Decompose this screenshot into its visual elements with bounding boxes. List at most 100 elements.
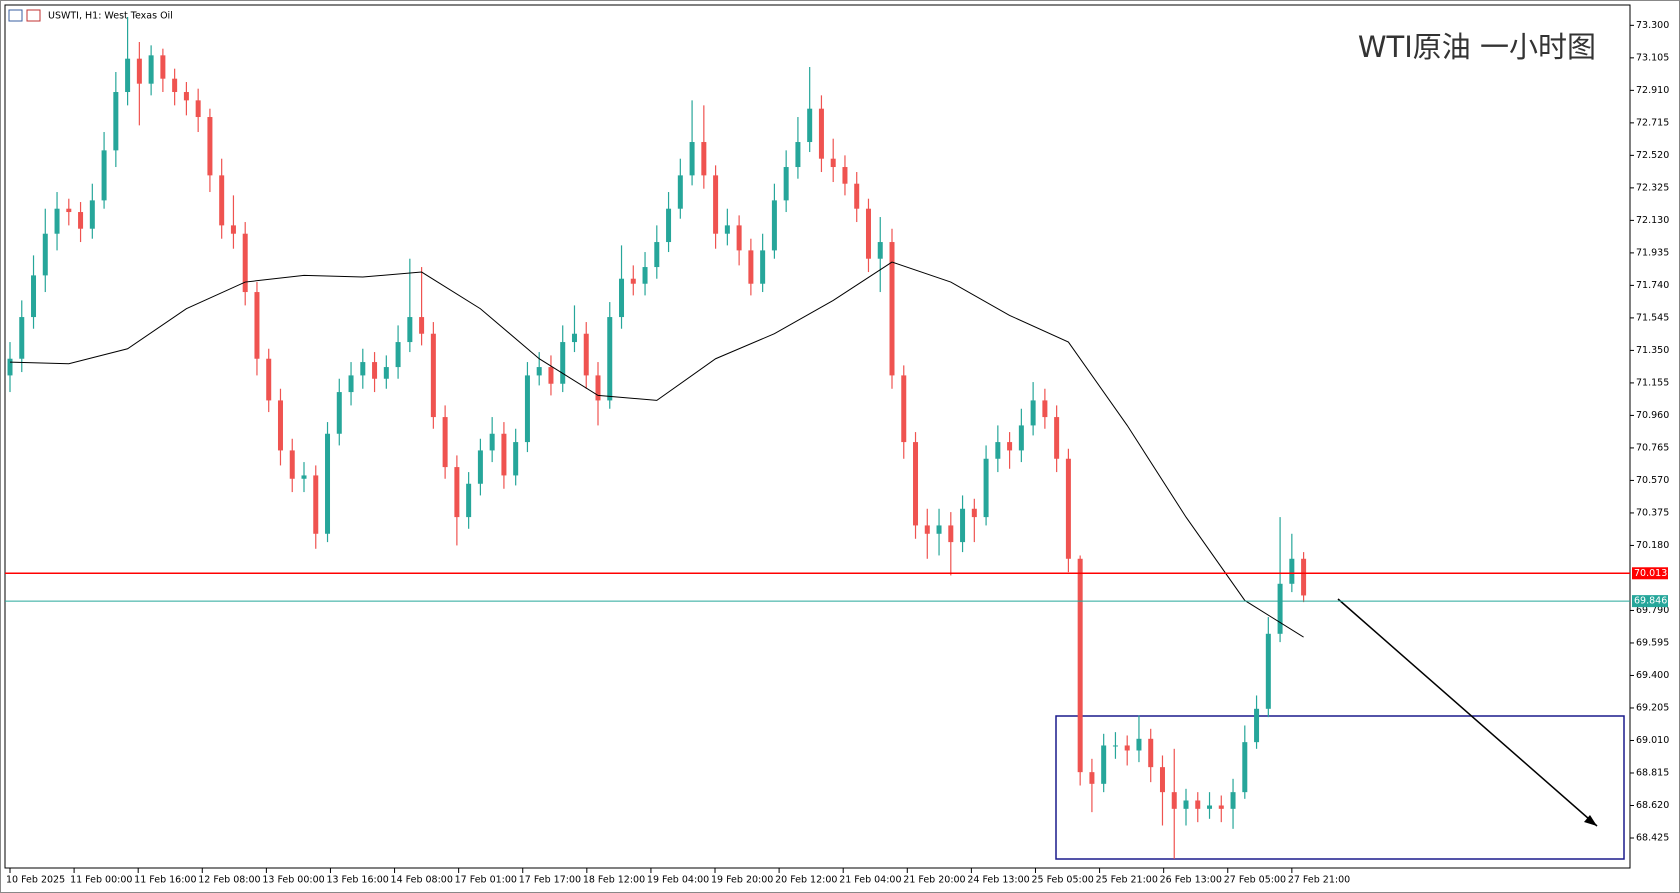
candle-body: [889, 242, 895, 376]
candle-body: [219, 175, 225, 226]
y-tick-label: 73.300: [1636, 20, 1669, 31]
x-tick-label: 24 Feb 13:00: [967, 875, 1029, 886]
candle-body: [477, 450, 483, 484]
candle-body: [983, 458, 989, 518]
candle-body: [630, 278, 636, 284]
chart-title: USWTI, H1: West Texas Oil: [48, 11, 173, 22]
candle-body: [395, 342, 401, 368]
candle-body: [595, 375, 601, 401]
candle-body: [1242, 742, 1248, 793]
price-level-label: 69.846: [1634, 596, 1667, 607]
candle-body: [1289, 558, 1295, 584]
x-tick-label: 26 Feb 13:00: [1160, 875, 1222, 886]
candle-body: [948, 525, 954, 543]
y-tick-label: 69.010: [1636, 735, 1669, 746]
y-tick-label: 69.790: [1636, 605, 1669, 616]
candle-body: [842, 167, 848, 184]
candle-body: [125, 58, 131, 93]
x-tick-label: 12 Feb 08:00: [198, 875, 260, 886]
y-tick-label: 70.375: [1636, 507, 1669, 518]
candle-body: [1148, 738, 1154, 768]
candle-body: [1101, 745, 1107, 784]
candle-body: [1030, 400, 1036, 426]
candle-body: [583, 333, 589, 376]
candle-body: [936, 525, 942, 534]
candle-body: [1124, 745, 1130, 751]
candle-body: [619, 278, 625, 318]
candle-body: [877, 242, 883, 259]
candle-body: [654, 242, 660, 268]
y-tick-label: 68.620: [1636, 800, 1669, 811]
candle-body: [854, 183, 860, 209]
candle-body: [1230, 792, 1236, 809]
candle-body: [1159, 767, 1165, 793]
x-tick-label: 21 Feb 04:00: [839, 875, 901, 886]
candle-body: [560, 342, 566, 384]
candle-body: [407, 317, 413, 343]
y-tick-label: 68.425: [1636, 832, 1669, 843]
candle-body: [771, 200, 777, 251]
candle-body: [31, 275, 37, 318]
candle-body: [513, 442, 519, 476]
candle-body: [642, 267, 648, 284]
y-tick-label: 73.105: [1636, 52, 1669, 63]
candle-body: [1218, 805, 1224, 809]
y-tick-label: 72.520: [1636, 150, 1669, 161]
candle-body: [101, 150, 107, 201]
x-tick-label: 21 Feb 20:00: [903, 875, 965, 886]
y-tick-label: 70.960: [1636, 410, 1669, 421]
candle-body: [760, 250, 766, 284]
x-tick-label: 17 Feb 01:00: [455, 875, 517, 886]
y-tick-label: 70.180: [1636, 540, 1669, 551]
candle-body: [1301, 558, 1307, 596]
candle-body: [1265, 633, 1271, 709]
price-level-box: [1632, 595, 1668, 608]
candle-body: [818, 108, 824, 159]
y-tick-label: 71.740: [1636, 280, 1669, 291]
price-level-box: [1632, 567, 1668, 580]
candle-body: [230, 225, 236, 234]
candle-body: [1254, 708, 1260, 743]
candle-body: [1136, 738, 1142, 751]
candle-body: [466, 483, 472, 518]
y-tick-label: 71.935: [1636, 247, 1669, 258]
candle-body: [136, 58, 142, 84]
candle-body: [454, 467, 460, 518]
candle-body: [54, 208, 60, 234]
candle-body: [195, 100, 201, 118]
candle-body: [1042, 400, 1048, 418]
x-tick-label: 13 Feb 16:00: [326, 875, 388, 886]
annotation: WTI原油 一小时图: [1358, 30, 1596, 64]
candle-body: [1195, 800, 1201, 809]
x-tick-label: 19 Feb 20:00: [711, 875, 773, 886]
zone-box: [1055, 715, 1625, 860]
candle-body: [1054, 417, 1060, 459]
candle-body: [1277, 583, 1283, 634]
candle-body: [348, 375, 354, 393]
candle-body: [865, 208, 871, 259]
candle-body: [266, 358, 272, 401]
candle-body: [960, 508, 966, 543]
candle-body: [913, 442, 919, 526]
candle-body: [301, 475, 307, 479]
candle-body: [383, 367, 389, 379]
candle-body: [489, 433, 495, 451]
candle-body: [571, 333, 577, 343]
candle-body: [78, 212, 84, 229]
candle-body: [336, 392, 342, 434]
x-tick-label: 25 Feb 05:00: [1031, 875, 1093, 886]
candle-body: [830, 158, 836, 168]
y-tick-label: 72.130: [1636, 215, 1669, 226]
candle-body: [736, 225, 742, 251]
candle-body: [19, 317, 25, 359]
candle-body: [1171, 792, 1177, 809]
moving-average: [9, 261, 1304, 638]
y-tick-label: 69.595: [1636, 637, 1669, 648]
candle-body: [325, 433, 331, 534]
candle-body: [1077, 558, 1083, 773]
x-tick-label: 17 Feb 17:00: [519, 875, 581, 886]
candle-body: [807, 108, 813, 143]
candle-body: [1018, 425, 1024, 451]
candle-body: [795, 142, 801, 168]
candle-body: [160, 55, 166, 79]
